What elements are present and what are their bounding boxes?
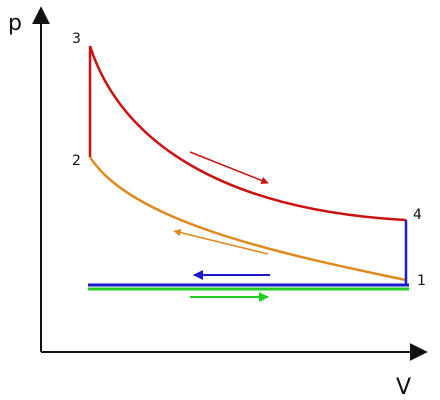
compression-arrow xyxy=(173,228,269,255)
expansion-arrow xyxy=(189,151,269,184)
y-axis-label: p xyxy=(8,11,22,36)
point-label-3: 3 xyxy=(72,31,81,47)
point-label-4: 4 xyxy=(413,207,422,223)
point-label-1: 1 xyxy=(417,273,426,289)
point-label-2: 2 xyxy=(72,153,81,169)
compression-curve xyxy=(88,156,407,282)
expansion-curve xyxy=(88,45,407,222)
x-axis-label: V xyxy=(396,375,411,400)
